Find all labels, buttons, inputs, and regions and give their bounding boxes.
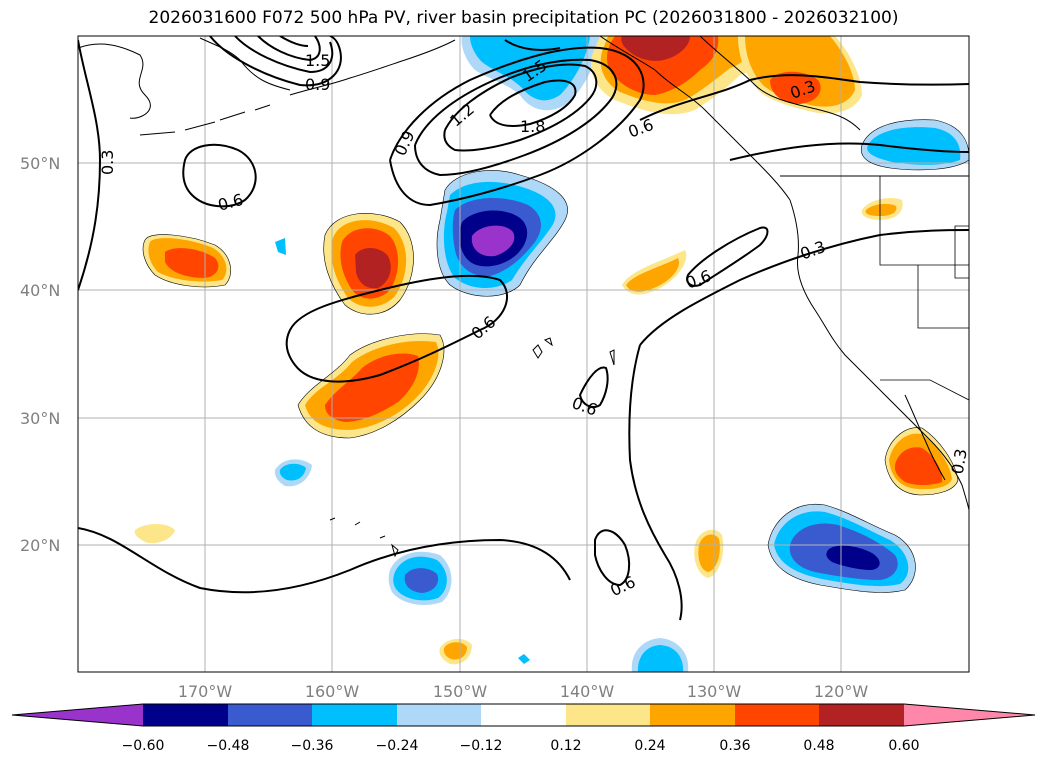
negative-anomaly-region xyxy=(867,127,961,165)
coastlines xyxy=(78,36,969,558)
colorbar-segment xyxy=(143,704,228,726)
lon-label-170w: 170°W xyxy=(178,682,233,701)
longitude-labels: 170°W 160°W 150°W 140°W 130°W 120°W xyxy=(178,682,869,701)
lon-label-120w: 120°W xyxy=(814,682,869,701)
positive-anomaly-region xyxy=(865,203,897,216)
map-title: 2026031600 F072 500 hPa PV, river basin … xyxy=(148,8,899,28)
negative-anomaly-region xyxy=(518,654,530,664)
pv-contours xyxy=(78,36,969,621)
pv-contour-label: 0.6 xyxy=(683,266,713,293)
colorbar-segment xyxy=(650,704,735,726)
negative-anomaly-region xyxy=(637,645,684,672)
positive-anomaly-region xyxy=(134,524,175,544)
colorbar-tick-label: 0.24 xyxy=(634,738,665,754)
colorbar-max-extension xyxy=(904,704,1035,726)
positive-anomaly-region xyxy=(621,36,690,61)
latitude-labels: 50°N 40°N 30°N 20°N xyxy=(20,154,60,555)
pv-contour-label: 1.5 xyxy=(305,51,330,70)
colorbar-min-extension xyxy=(12,704,143,726)
colorbar-tick-label: −0.12 xyxy=(460,738,503,754)
positive-anomaly-region xyxy=(325,353,419,422)
map-frame xyxy=(77,35,970,673)
colorbar-outline xyxy=(11,703,1036,727)
colorbar-tick-label: 0.48 xyxy=(803,738,834,754)
pv-contour-label: 0.3 xyxy=(798,237,828,264)
colorbar-tick-label: −0.60 xyxy=(122,738,165,754)
negative-anomaly-region xyxy=(470,36,590,101)
negative-anomaly-region xyxy=(404,568,439,593)
lon-label-140w: 140°W xyxy=(560,682,615,701)
colorbar-segment xyxy=(397,704,481,726)
colorbar-tick-label: −0.48 xyxy=(207,738,250,754)
pv-contour-label: 0.3 xyxy=(948,447,971,475)
positive-anomaly-region xyxy=(770,71,821,104)
lat-label-40n: 40°N xyxy=(20,281,60,300)
colorbar-tick-label: −0.36 xyxy=(291,738,334,754)
lon-label-160w: 160°W xyxy=(305,682,360,701)
positive-anomaly-region xyxy=(894,447,943,485)
colorbar-segment xyxy=(735,704,819,726)
precip-anomaly-blobs xyxy=(134,36,969,672)
negative-anomaly-region xyxy=(826,545,880,570)
colorbar-tick-label: −0.24 xyxy=(376,738,419,754)
pv-contour-label: 0.9 xyxy=(391,128,419,159)
colorbar-segment xyxy=(481,704,566,726)
colorbar-segment xyxy=(819,704,904,726)
positive-anomaly-region xyxy=(443,642,467,660)
positive-anomaly-region xyxy=(626,258,680,292)
colorbar: −0.60 −0.48 −0.36 −0.24 −0.12 0.12 0.24 … xyxy=(11,703,1036,754)
colorbar-segment xyxy=(566,704,650,726)
pv-contour-label: 0.6 xyxy=(569,393,599,420)
positive-anomaly-region xyxy=(698,534,720,572)
colorbar-segment xyxy=(312,704,397,726)
lat-label-20n: 20°N xyxy=(20,536,60,555)
lat-label-30n: 30°N xyxy=(20,409,60,428)
pv-contour-label: 0.6 xyxy=(216,190,246,215)
graticule xyxy=(78,36,969,672)
lon-label-130w: 130°W xyxy=(687,682,742,701)
lon-label-150w: 150°W xyxy=(433,682,488,701)
negative-anomaly-region xyxy=(275,238,286,255)
negative-anomaly-region xyxy=(279,463,306,481)
negative-anomaly-region xyxy=(471,225,515,257)
pv-contour-label: 1.8 xyxy=(520,117,545,136)
pv-contour-label: 0.6 xyxy=(607,572,638,600)
colorbar-segment xyxy=(228,704,312,726)
colorbar-tick-label: 0.60 xyxy=(888,738,919,754)
pv-contour-label: 0.9 xyxy=(305,75,330,94)
colorbar-tick-label: 0.12 xyxy=(550,738,581,754)
lat-label-50n: 50°N xyxy=(20,154,60,173)
pv-contour-label: 0.3 xyxy=(98,150,117,175)
pv-contour-label: 0.6 xyxy=(468,312,500,343)
colorbar-tick-label: 0.36 xyxy=(719,738,750,754)
pv-contour-label: 0.6 xyxy=(626,115,656,142)
positive-anomaly-region xyxy=(355,247,391,289)
